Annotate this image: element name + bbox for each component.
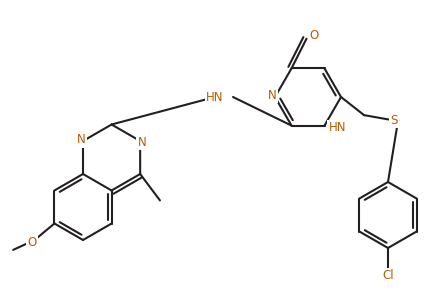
Text: HN: HN (328, 121, 346, 134)
Text: N: N (76, 133, 86, 146)
Text: O: O (310, 29, 319, 42)
Text: Cl: Cl (382, 269, 394, 282)
Text: S: S (391, 113, 398, 127)
Text: N: N (138, 136, 146, 148)
Text: N: N (268, 88, 276, 101)
Text: HN: HN (206, 91, 224, 103)
Text: O: O (27, 236, 36, 250)
